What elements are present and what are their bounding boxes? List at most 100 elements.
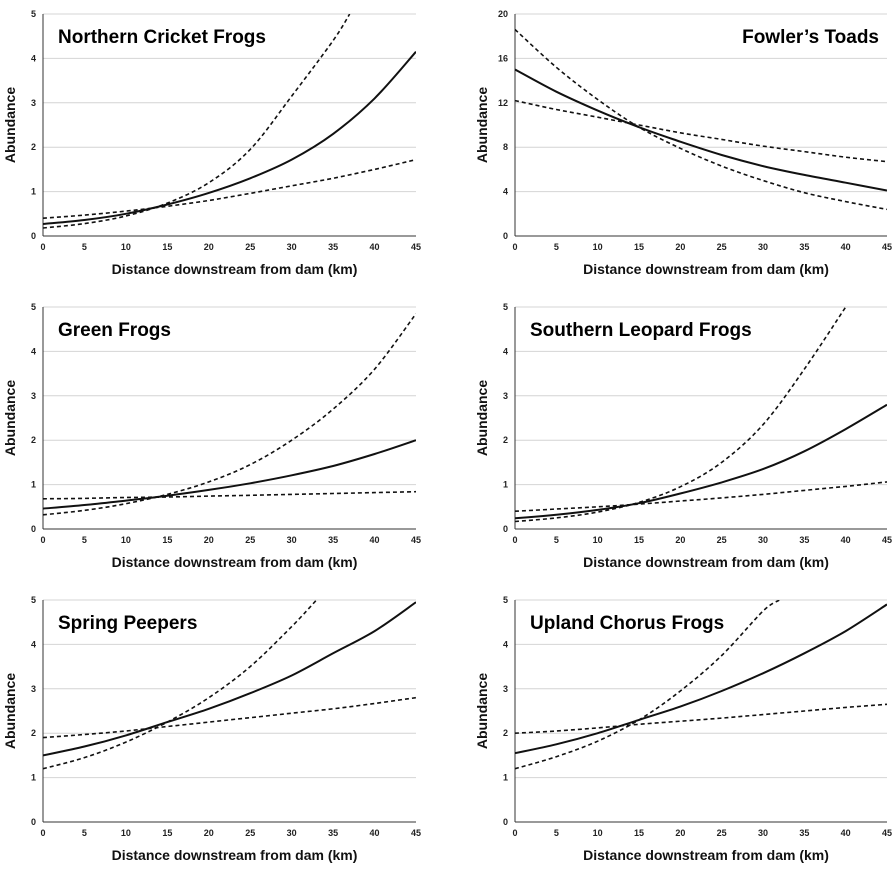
- y-tick-label: 3: [31, 98, 36, 108]
- confidence-bound-line-2: [515, 307, 847, 523]
- confidence-bound-line-3: [515, 99, 887, 163]
- x-tick-label: 5: [554, 828, 559, 838]
- y-tick-label: 1: [31, 187, 36, 197]
- x-axis-label: Distance downstream from dam (km): [112, 554, 358, 570]
- y-tick-label: 0: [31, 817, 36, 827]
- x-tick-label: 35: [328, 535, 338, 545]
- y-tick-label: 4: [503, 187, 508, 197]
- y-tick-label: 2: [31, 435, 36, 445]
- x-tick-label: 40: [841, 828, 851, 838]
- fitted-line-1: [43, 439, 416, 510]
- x-axis-label: Distance downstream from dam (km): [112, 261, 358, 277]
- x-tick-label: 30: [287, 828, 297, 838]
- x-tick-label: 25: [717, 535, 727, 545]
- y-tick-label: 1: [503, 480, 508, 490]
- x-tick-label: 10: [593, 535, 603, 545]
- x-tick-label: 5: [82, 535, 87, 545]
- y-tick-label: 5: [31, 302, 36, 312]
- x-tick-label: 45: [411, 828, 421, 838]
- x-tick-label: 10: [121, 242, 131, 252]
- y-tick-label: 0: [31, 231, 36, 241]
- x-tick-label: 0: [512, 828, 517, 838]
- x-tick-label: 15: [162, 242, 172, 252]
- x-tick-label: 45: [882, 242, 892, 252]
- y-tick-label: 8: [503, 142, 508, 152]
- x-tick-label: 15: [634, 535, 644, 545]
- confidence-bound-line-2: [43, 14, 351, 229]
- y-tick-label: 4: [31, 53, 36, 63]
- x-tick-label: 20: [675, 828, 685, 838]
- x-tick-label: 35: [328, 828, 338, 838]
- x-tick-label: 25: [717, 828, 727, 838]
- panel-title: Spring Peepers: [58, 613, 197, 634]
- y-tick-label: 3: [31, 684, 36, 694]
- y-tick-label: 2: [31, 728, 36, 738]
- y-tick-label: 1: [31, 773, 36, 783]
- y-tick-label: 1: [31, 480, 36, 490]
- x-tick-label: 10: [121, 828, 131, 838]
- fitted-line-1: [43, 51, 416, 225]
- confidence-bound-line-3: [515, 481, 887, 512]
- chart-panel-2: 0 4 8 12 16 20 0 5 10 15 20 25 30 35 40 45 Distance down…: [474, 9, 892, 277]
- x-tick-label: 40: [370, 828, 380, 838]
- y-axis-label: Abundance: [2, 673, 18, 749]
- y-tick-label: 0: [503, 524, 508, 534]
- x-tick-label: 25: [245, 242, 255, 252]
- fitted-line-1: [515, 68, 887, 192]
- x-tick-label: 40: [370, 242, 380, 252]
- x-tick-label: 0: [512, 242, 517, 252]
- panel-title: Fowler’s Toads: [742, 27, 879, 48]
- x-tick-label: 10: [121, 535, 131, 545]
- panel-title: Northern Cricket Frogs: [58, 27, 266, 48]
- y-axis-label: Abundance: [2, 380, 18, 456]
- confidence-bound-line-3: [43, 490, 416, 500]
- x-tick-label: 15: [634, 242, 644, 252]
- x-tick-label: 5: [82, 828, 87, 838]
- confidence-bound-line-2: [43, 600, 318, 770]
- x-tick-label: 40: [841, 242, 851, 252]
- y-tick-label: 2: [503, 435, 508, 445]
- x-tick-label: 25: [245, 828, 255, 838]
- x-tick-label: 5: [554, 242, 559, 252]
- y-tick-label: 2: [31, 142, 36, 152]
- panel-title: Green Frogs: [58, 320, 171, 341]
- x-tick-label: 45: [882, 535, 892, 545]
- y-tick-label: 20: [498, 9, 508, 19]
- fitted-line-1: [515, 403, 887, 520]
- y-tick-label: 0: [31, 524, 36, 534]
- x-axis-label: Distance downstream from dam (km): [583, 261, 829, 277]
- y-tick-label: 0: [503, 231, 508, 241]
- y-tick-label: 2: [503, 728, 508, 738]
- x-tick-label: 35: [799, 535, 809, 545]
- confidence-bound-line-2: [43, 313, 416, 516]
- fitted-line-1: [43, 601, 416, 757]
- x-axis-label: Distance downstream from dam (km): [112, 847, 358, 863]
- x-tick-label: 0: [40, 828, 45, 838]
- x-tick-label: 5: [554, 535, 559, 545]
- x-tick-label: 25: [717, 242, 727, 252]
- fitted-line-1: [515, 603, 887, 755]
- y-axis-label: Abundance: [2, 87, 18, 163]
- x-axis-label: Distance downstream from dam (km): [583, 847, 829, 863]
- y-tick-label: 16: [498, 53, 508, 63]
- y-tick-label: 0: [503, 817, 508, 827]
- x-tick-label: 30: [758, 828, 768, 838]
- y-tick-label: 4: [503, 639, 508, 649]
- x-tick-label: 20: [204, 828, 214, 838]
- x-tick-label: 0: [40, 242, 45, 252]
- x-tick-label: 35: [799, 242, 809, 252]
- x-tick-label: 45: [882, 828, 892, 838]
- x-tick-label: 45: [411, 535, 421, 545]
- confidence-bound-line-3: [43, 696, 416, 739]
- x-tick-label: 15: [162, 828, 172, 838]
- x-tick-label: 35: [799, 828, 809, 838]
- x-tick-label: 10: [593, 828, 603, 838]
- x-tick-label: 20: [675, 535, 685, 545]
- x-tick-label: 0: [40, 535, 45, 545]
- y-tick-label: 4: [31, 639, 36, 649]
